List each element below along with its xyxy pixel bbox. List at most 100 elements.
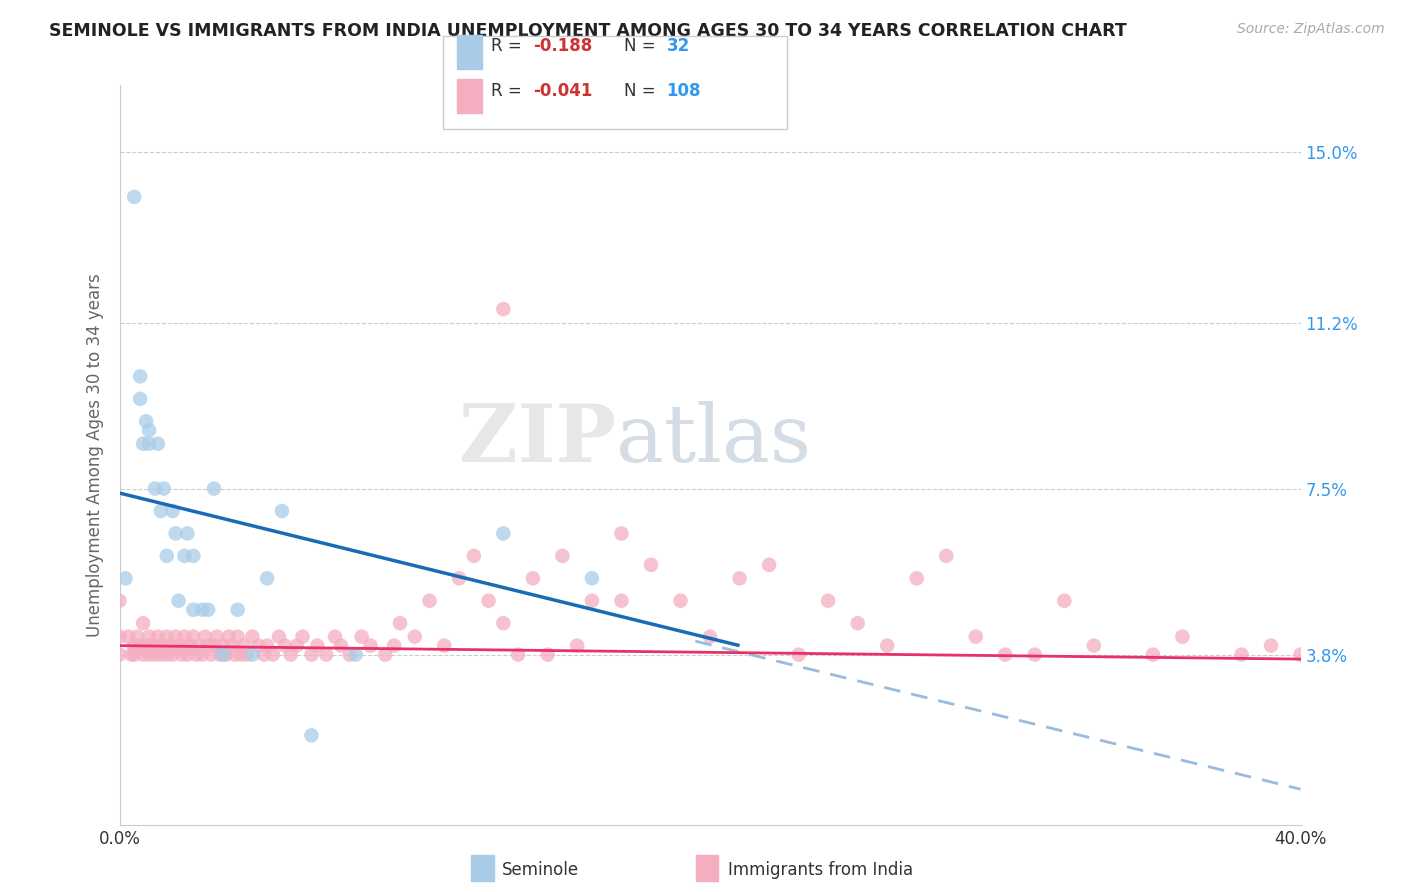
Point bbox=[242, 630, 264, 644]
Point bbox=[581, 571, 603, 585]
Point bbox=[167, 593, 190, 607]
Point bbox=[176, 648, 198, 662]
Point bbox=[141, 639, 163, 653]
Point bbox=[374, 648, 396, 662]
Point bbox=[191, 648, 214, 662]
Point bbox=[129, 639, 152, 653]
Point bbox=[153, 639, 174, 653]
Point bbox=[143, 648, 166, 662]
Text: R =: R = bbox=[491, 82, 527, 100]
Point bbox=[301, 728, 323, 742]
Point bbox=[138, 423, 160, 437]
Point bbox=[117, 630, 139, 644]
Point bbox=[114, 571, 136, 585]
Point bbox=[208, 648, 231, 662]
Point bbox=[610, 593, 633, 607]
Point bbox=[135, 414, 157, 428]
Point bbox=[176, 526, 198, 541]
Text: R =: R = bbox=[491, 37, 527, 55]
Point bbox=[388, 616, 412, 631]
Point bbox=[173, 639, 195, 653]
Point bbox=[581, 593, 603, 607]
Point bbox=[1260, 639, 1282, 653]
Point bbox=[129, 392, 152, 406]
Point bbox=[108, 630, 131, 644]
Point bbox=[669, 593, 692, 607]
Point bbox=[173, 630, 195, 644]
Point bbox=[965, 630, 987, 644]
Point bbox=[758, 558, 780, 572]
Point bbox=[1289, 648, 1312, 662]
Point bbox=[565, 639, 589, 653]
Point bbox=[183, 549, 205, 563]
Point bbox=[1142, 648, 1164, 662]
Point bbox=[153, 482, 174, 496]
Point bbox=[149, 648, 172, 662]
Point bbox=[211, 639, 233, 653]
Point bbox=[447, 571, 470, 585]
Point bbox=[183, 630, 205, 644]
Point bbox=[132, 648, 155, 662]
Point bbox=[876, 639, 898, 653]
Point bbox=[179, 639, 201, 653]
Point bbox=[229, 648, 252, 662]
Point bbox=[419, 593, 441, 607]
Point bbox=[477, 593, 501, 607]
Point bbox=[135, 639, 157, 653]
Point bbox=[1024, 648, 1046, 662]
Point bbox=[291, 630, 314, 644]
Point bbox=[127, 630, 149, 644]
Point bbox=[108, 648, 131, 662]
Point bbox=[492, 302, 515, 317]
Point bbox=[235, 648, 257, 662]
Point bbox=[787, 648, 810, 662]
Point bbox=[170, 648, 193, 662]
Point bbox=[344, 648, 367, 662]
Point bbox=[191, 603, 214, 617]
Text: Seminole: Seminole bbox=[502, 861, 579, 879]
Point bbox=[146, 630, 169, 644]
Point bbox=[218, 630, 240, 644]
Point bbox=[124, 190, 146, 204]
Point bbox=[280, 648, 302, 662]
Text: Immigrants from India: Immigrants from India bbox=[728, 861, 914, 879]
Point bbox=[211, 648, 233, 662]
Point bbox=[256, 639, 278, 653]
Point bbox=[350, 630, 373, 644]
Point bbox=[329, 639, 352, 653]
Text: Source: ZipAtlas.com: Source: ZipAtlas.com bbox=[1237, 22, 1385, 37]
Point bbox=[124, 639, 146, 653]
Point bbox=[108, 593, 131, 607]
Text: -0.041: -0.041 bbox=[533, 82, 592, 100]
Point bbox=[522, 571, 544, 585]
Text: N =: N = bbox=[624, 82, 661, 100]
Point bbox=[224, 648, 246, 662]
Text: SEMINOLE VS IMMIGRANTS FROM INDIA UNEMPLOYMENT AMONG AGES 30 TO 34 YEARS CORRELA: SEMINOLE VS IMMIGRANTS FROM INDIA UNEMPL… bbox=[49, 22, 1128, 40]
Text: N =: N = bbox=[624, 37, 661, 55]
Point bbox=[262, 648, 284, 662]
Text: atlas: atlas bbox=[616, 401, 811, 479]
Point bbox=[256, 571, 278, 585]
Point bbox=[285, 639, 308, 653]
Point bbox=[156, 648, 179, 662]
Point bbox=[536, 648, 558, 662]
Point bbox=[120, 648, 142, 662]
Point bbox=[267, 630, 290, 644]
Point bbox=[728, 571, 751, 585]
Point bbox=[197, 639, 219, 653]
Point bbox=[200, 648, 222, 662]
Point bbox=[506, 648, 529, 662]
Y-axis label: Unemployment Among Ages 30 to 34 years: Unemployment Among Ages 30 to 34 years bbox=[86, 273, 104, 637]
Point bbox=[905, 571, 928, 585]
Point bbox=[186, 648, 208, 662]
Point bbox=[610, 526, 633, 541]
Point bbox=[188, 639, 211, 653]
Point bbox=[156, 549, 179, 563]
Point bbox=[242, 648, 264, 662]
Point bbox=[492, 616, 515, 631]
Point bbox=[124, 648, 146, 662]
Point bbox=[339, 648, 361, 662]
Text: ZIP: ZIP bbox=[458, 401, 616, 479]
Point bbox=[156, 630, 179, 644]
Point bbox=[138, 630, 160, 644]
